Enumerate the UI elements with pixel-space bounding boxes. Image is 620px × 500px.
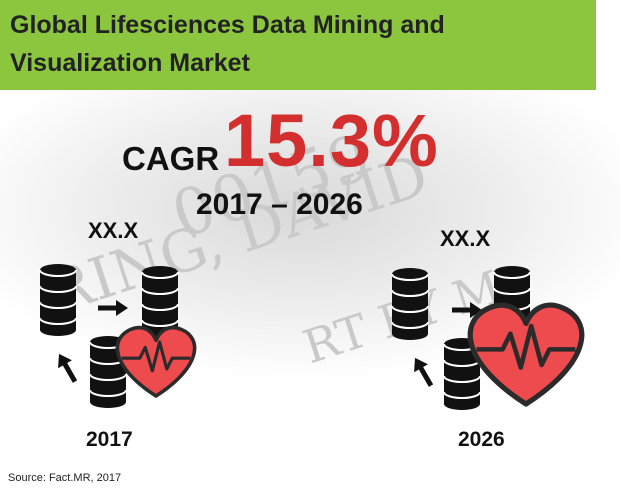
value-label-2026: XX.X xyxy=(440,226,491,251)
category-label-2017: 2017 xyxy=(86,428,133,451)
database-heart-icon-2017 xyxy=(39,263,197,409)
category-label-2026: 2026 xyxy=(458,428,505,451)
value-label-2017: XX.X xyxy=(88,218,139,243)
arrow-up-icon xyxy=(408,354,438,390)
cagr-label: CAGR xyxy=(122,140,220,177)
database-icon xyxy=(391,267,429,341)
chart-title: Global Lifesciences Data Mining and Visu… xyxy=(10,11,445,77)
heart-pulse-icon xyxy=(115,325,197,398)
source-note: Source: Fact.MR, 2017 xyxy=(8,472,122,484)
cagr-value: 15.3% xyxy=(224,99,439,182)
title-banner: Global Lifesciences Data Mining and Visu… xyxy=(0,0,596,90)
arrow-right-icon xyxy=(98,300,128,316)
database-heart-icon-2026 xyxy=(391,265,582,411)
heart-pulse-icon xyxy=(470,305,582,404)
cagr-period: 2017 – 2026 xyxy=(196,188,363,221)
arrow-up-icon xyxy=(52,350,82,386)
database-icon xyxy=(39,263,77,337)
